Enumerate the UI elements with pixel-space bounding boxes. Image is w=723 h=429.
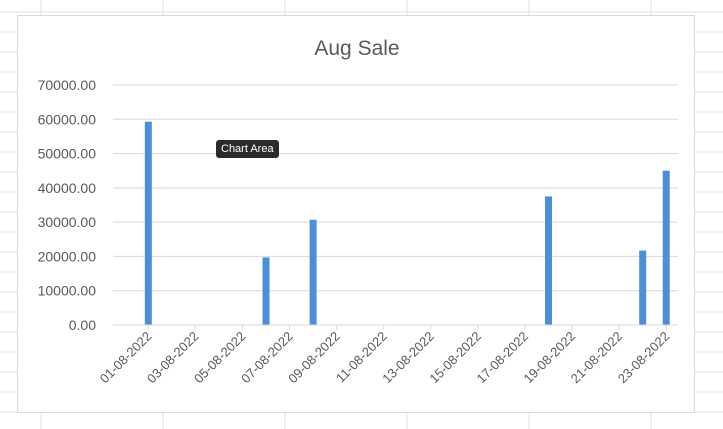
axes: 0.00 10000.00 20000.00 30000.00 40000.00 5000… bbox=[38, 77, 678, 386]
y-tick-label: 70000.00 bbox=[38, 77, 97, 93]
y-tick-label: 10000.00 bbox=[38, 283, 97, 299]
bar[interactable] bbox=[309, 219, 317, 325]
y-tick-label: 60000.00 bbox=[38, 111, 97, 127]
y-tick-label: 30000.00 bbox=[38, 214, 97, 230]
y-tick-label: 20000.00 bbox=[38, 248, 97, 264]
bar[interactable] bbox=[639, 250, 647, 325]
chart-area-tooltip: Chart Area bbox=[216, 140, 279, 158]
bar[interactable] bbox=[144, 121, 152, 325]
bar[interactable] bbox=[545, 196, 553, 325]
gridlines bbox=[113, 84, 678, 292]
x-tick-label: 23-08-2022 bbox=[615, 329, 673, 387]
bar-chart: 0.00 10000.00 20000.00 30000.00 40000.00 5000… bbox=[38, 37, 678, 386]
y-tick-label: 50000.00 bbox=[38, 146, 97, 162]
chart-area[interactable]: 0.00 10000.00 20000.00 30000.00 40000.00 5000… bbox=[17, 15, 695, 413]
bar-series bbox=[144, 121, 670, 325]
y-tick-label: 40000.00 bbox=[38, 180, 97, 196]
chart-title: Aug Sale bbox=[314, 37, 399, 60]
bar[interactable] bbox=[662, 170, 670, 325]
x-tick-label: 09-08-2022 bbox=[285, 329, 343, 387]
bar[interactable] bbox=[262, 257, 270, 325]
y-tick-label: 0.00 bbox=[69, 317, 96, 333]
